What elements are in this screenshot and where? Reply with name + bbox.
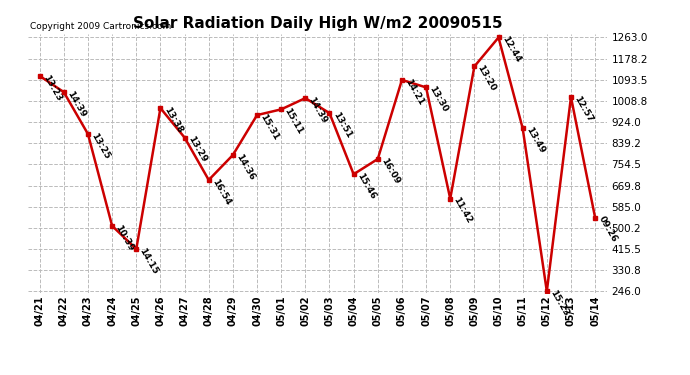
Text: 14:39: 14:39 (307, 95, 329, 125)
Text: 13:49: 13:49 (524, 126, 546, 155)
Text: 15:23: 15:23 (549, 288, 571, 318)
Text: 14:15: 14:15 (138, 246, 160, 276)
Text: 15:11: 15:11 (283, 106, 305, 136)
Text: 11:42: 11:42 (452, 196, 474, 225)
Text: 13:25: 13:25 (90, 131, 112, 160)
Text: 16:54: 16:54 (210, 177, 233, 207)
Text: 09:26: 09:26 (597, 215, 619, 244)
Text: 13:30: 13:30 (428, 85, 449, 114)
Text: 13:20: 13:20 (476, 64, 497, 93)
Text: 13:51: 13:51 (331, 110, 353, 140)
Text: 12:44: 12:44 (500, 35, 522, 64)
Text: 13:23: 13:23 (41, 73, 63, 102)
Text: 16:09: 16:09 (380, 156, 402, 186)
Text: 13:38: 13:38 (162, 105, 184, 135)
Text: 14:39: 14:39 (66, 89, 88, 119)
Title: Solar Radiation Daily High W/m2 20090515: Solar Radiation Daily High W/m2 20090515 (132, 16, 502, 31)
Text: 12:57: 12:57 (573, 94, 595, 124)
Text: Copyright 2009 Cartronics.com: Copyright 2009 Cartronics.com (30, 22, 172, 31)
Text: 14:21: 14:21 (404, 77, 426, 106)
Text: 10:39: 10:39 (114, 223, 136, 252)
Text: 15:31: 15:31 (259, 112, 281, 142)
Text: 15:46: 15:46 (355, 171, 377, 201)
Text: 14:36: 14:36 (235, 152, 257, 182)
Text: 13:29: 13:29 (186, 135, 208, 164)
